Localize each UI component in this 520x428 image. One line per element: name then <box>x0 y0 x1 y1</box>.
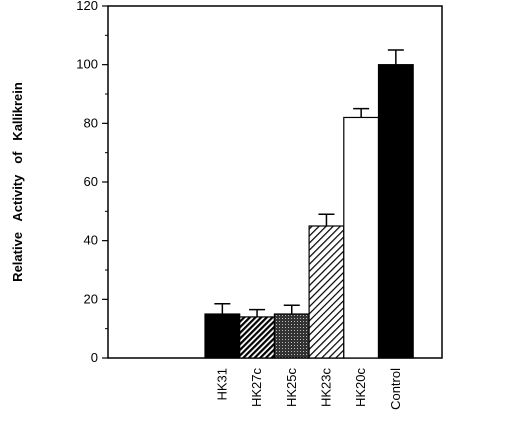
y-tick-label: 80 <box>84 115 98 130</box>
y-tick-label: 20 <box>84 291 98 306</box>
x-tick-label: HK25c <box>284 368 299 408</box>
y-tick-label: 100 <box>76 57 98 72</box>
bar <box>308 225 345 359</box>
bar <box>273 313 310 359</box>
bar <box>377 64 414 359</box>
y-axis-label: Relative Activity of Kallikrein <box>10 82 25 282</box>
y-tick-label: 0 <box>91 350 98 365</box>
bar <box>204 313 241 359</box>
bar <box>239 316 275 359</box>
x-tick-label: HK27c <box>249 368 264 408</box>
x-tick-label: HK23c <box>318 368 333 408</box>
y-tick-label: 40 <box>84 233 98 248</box>
x-tick-label: HK20c <box>353 368 368 408</box>
x-tick-label: HK31 <box>214 368 229 401</box>
y-tick-label: 120 <box>76 0 98 13</box>
x-tick-label: Control <box>388 368 403 410</box>
y-tick-label: 60 <box>84 174 98 189</box>
bar <box>343 116 380 359</box>
